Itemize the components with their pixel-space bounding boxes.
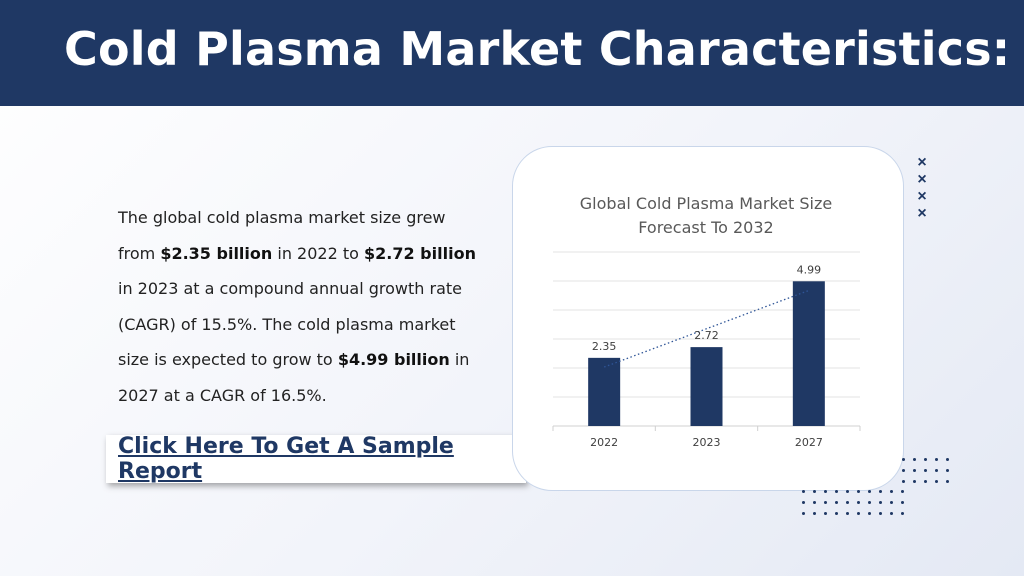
decorative-dot [868, 490, 871, 493]
header-bar: Cold Plasma Market Characteristics: [0, 0, 1024, 106]
decorative-dot [901, 490, 904, 493]
chart-data-label-2027: 4.99 [797, 263, 822, 276]
decorative-dot [924, 480, 927, 483]
chart-title-line-1: Global Cold Plasma Market Size [580, 194, 832, 213]
chart-x-tick-label-2022: 2022 [590, 436, 618, 449]
decorative-dot [890, 501, 893, 504]
text-part-1: The global cold plasma market size grew … [118, 208, 446, 263]
decorative-dot [913, 480, 916, 483]
decorative-dot [935, 480, 938, 483]
x-mark-icon: × [917, 205, 927, 222]
chart-data-label-2022: 2.35 [592, 340, 617, 353]
decorative-dot [813, 501, 816, 504]
decorative-dot [857, 512, 860, 515]
decorative-dot [824, 490, 827, 493]
value-2027: $4.99 billion [337, 350, 450, 369]
decorative-dot [857, 501, 860, 504]
decorative-dot [802, 501, 805, 504]
decorative-dot [924, 469, 927, 472]
x-mark-icon: × [917, 171, 927, 188]
chart-x-tick-label-2027: 2027 [795, 436, 823, 449]
chart-data-label-2023: 2.72 [694, 329, 719, 342]
chart-trendline [603, 289, 810, 368]
text-part-2: in 2022 to [272, 243, 364, 263]
decorative-dot [913, 469, 916, 472]
text-part-3: in 2023 at a compound annual growth rate… [118, 279, 462, 369]
decorative-dot [824, 512, 827, 515]
decorative-dot [879, 501, 882, 504]
decorative-dot [868, 512, 871, 515]
decorative-dot [868, 501, 871, 504]
decorative-dot [813, 512, 816, 515]
decorative-dot [946, 469, 949, 472]
value-2022: $2.35 billion [160, 243, 273, 263]
decorative-dot [846, 512, 849, 515]
decorative-dot [835, 512, 838, 515]
decorative-dot [879, 512, 882, 515]
decorative-dot [890, 512, 893, 515]
market-description: The global cold plasma market size grew … [118, 200, 478, 413]
decorative-dot [813, 490, 816, 493]
chart-card [512, 146, 904, 491]
sample-report-button[interactable]: Click Here To Get A Sample Report [106, 434, 526, 484]
chart-bars [588, 281, 825, 426]
decorative-dot [835, 490, 838, 493]
decorative-dot [901, 501, 904, 504]
x-mark-icon: × [917, 188, 927, 205]
decorative-dot [802, 490, 805, 493]
decorative-dot [935, 458, 938, 461]
chart-bar-2027 [792, 281, 825, 426]
chart-x-tick-label-2023: 2023 [693, 436, 721, 449]
chart-bar-2023 [690, 347, 723, 426]
chart-bar-2022 [588, 357, 621, 426]
decorative-dot [802, 512, 805, 515]
decorative-dot [846, 490, 849, 493]
chart-trendline-line [603, 289, 810, 368]
decorative-dot [857, 490, 860, 493]
decorative-dot [835, 501, 838, 504]
decorative-dot [924, 458, 927, 461]
sample-report-link[interactable]: Click Here To Get A Sample Report [118, 434, 454, 484]
decorative-dot [902, 480, 905, 483]
decorative-dot [846, 501, 849, 504]
decorative-x-marks: × × × × [914, 154, 930, 222]
text-part-4: in 2027 at a CAGR of 16.5%. [118, 350, 470, 405]
decorative-dot [879, 490, 882, 493]
value-2023: $2.72 billion [364, 243, 476, 263]
decorative-dot [913, 458, 916, 461]
decorative-dot [946, 458, 949, 461]
decorative-dot [946, 480, 949, 483]
decorative-dot [824, 501, 827, 504]
decorative-dot [890, 490, 893, 493]
page-title: Cold Plasma Market Characteristics: [64, 22, 1011, 76]
decorative-dot [901, 512, 904, 515]
chart-labels: 2.35 2022 2.72 2023 4.99 2027 [590, 263, 823, 449]
decorative-dot [902, 469, 905, 472]
decorative-dot [935, 469, 938, 472]
chart-title-line-2: Forecast To 2032 [638, 218, 773, 237]
x-mark-icon: × [917, 154, 927, 171]
decorative-dot [902, 458, 905, 461]
